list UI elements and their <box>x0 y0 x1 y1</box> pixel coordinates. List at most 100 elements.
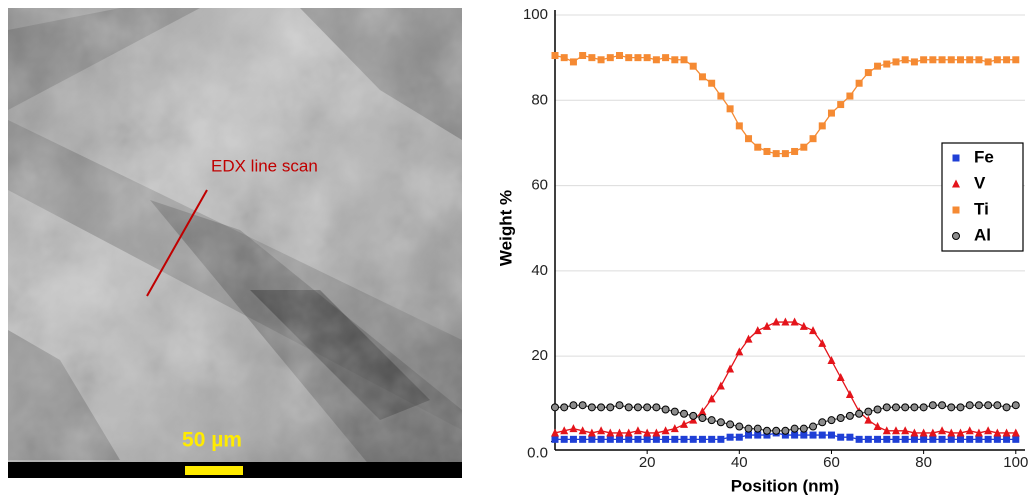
marker <box>984 426 993 435</box>
marker <box>1003 435 1011 443</box>
marker <box>772 317 781 326</box>
marker <box>956 428 965 437</box>
marker <box>993 56 1001 64</box>
marker <box>578 401 587 410</box>
marker <box>855 409 864 418</box>
marker <box>616 52 624 60</box>
annotation: EDX line scan <box>211 156 318 175</box>
marker <box>910 403 919 412</box>
marker <box>754 431 762 439</box>
marker <box>956 56 964 64</box>
marker <box>560 426 569 435</box>
marker <box>698 435 706 443</box>
marker <box>680 409 689 418</box>
marker <box>781 431 789 439</box>
marker <box>975 435 983 443</box>
marker <box>790 424 799 433</box>
marker <box>809 431 817 439</box>
marker <box>1002 403 1011 412</box>
marker <box>587 428 596 437</box>
marker <box>873 422 882 431</box>
marker <box>891 403 900 412</box>
marker <box>901 426 910 435</box>
marker <box>781 150 789 158</box>
marker <box>993 428 1002 437</box>
marker <box>633 426 642 435</box>
marker <box>1011 428 1020 437</box>
marker <box>938 435 946 443</box>
marker <box>643 428 652 437</box>
marker <box>634 435 642 443</box>
marker <box>781 426 790 435</box>
marker <box>633 403 642 412</box>
marker <box>827 109 835 117</box>
marker <box>818 122 826 130</box>
marker <box>624 428 633 437</box>
marker <box>753 424 762 433</box>
marker <box>551 52 559 60</box>
marker <box>763 431 771 439</box>
marker <box>809 135 817 143</box>
marker <box>947 403 956 412</box>
marker <box>717 92 725 100</box>
x-tick-label: 40 <box>731 454 748 471</box>
marker <box>919 403 928 412</box>
marker <box>901 56 909 64</box>
marker <box>606 428 615 437</box>
x-tick-label: 20 <box>639 454 656 471</box>
marker <box>956 435 964 443</box>
marker <box>551 428 559 437</box>
marker <box>753 326 762 335</box>
marker <box>837 101 845 109</box>
marker <box>984 401 993 410</box>
marker <box>735 433 743 441</box>
marker <box>928 428 937 437</box>
marker <box>864 435 872 443</box>
marker <box>744 424 753 433</box>
marker <box>671 56 679 64</box>
marker <box>625 435 633 443</box>
marker <box>901 435 909 443</box>
marker <box>708 79 716 87</box>
marker <box>735 347 744 356</box>
marker <box>744 334 753 343</box>
marker <box>745 431 753 439</box>
marker <box>616 435 624 443</box>
marker <box>836 414 845 423</box>
micrograph <box>8 8 462 478</box>
marker <box>1002 428 1011 437</box>
marker <box>818 418 827 427</box>
marker <box>579 435 587 443</box>
marker <box>569 58 577 66</box>
marker <box>670 424 679 433</box>
marker <box>1012 435 1020 443</box>
marker <box>643 403 652 412</box>
marker <box>993 435 1001 443</box>
marker <box>560 435 568 443</box>
marker <box>800 431 808 439</box>
marker <box>864 69 872 77</box>
marker <box>680 419 689 428</box>
marker <box>763 147 771 155</box>
marker <box>615 428 624 437</box>
marker <box>993 401 1002 410</box>
marker <box>726 420 735 429</box>
marker <box>920 56 928 64</box>
marker <box>624 403 633 412</box>
marker <box>698 414 707 423</box>
marker <box>707 416 716 425</box>
marker <box>1012 56 1020 64</box>
marker <box>845 411 854 420</box>
marker <box>717 435 725 443</box>
marker <box>892 435 900 443</box>
marker <box>597 56 605 64</box>
marker <box>597 426 606 435</box>
marker <box>708 435 716 443</box>
series-line <box>554 54 1016 155</box>
marker <box>827 355 836 364</box>
marker <box>652 403 661 412</box>
marker <box>726 105 734 113</box>
y-tick-label: 80 <box>531 91 548 108</box>
x-tick-label: 80 <box>915 454 932 471</box>
